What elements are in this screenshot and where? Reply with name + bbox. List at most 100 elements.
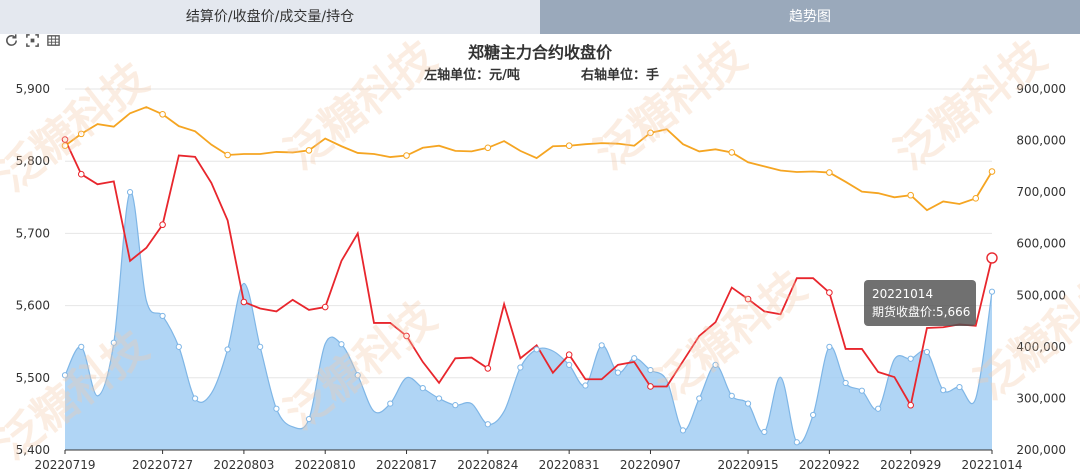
data-zoom-icon[interactable] <box>25 33 40 48</box>
position-point <box>403 152 410 159</box>
volume-point <box>858 387 865 394</box>
y-right-tick-label: 700,000 <box>1016 185 1066 199</box>
left-axis-unit: 左轴单位：元/吨 <box>424 67 520 83</box>
volume-point <box>484 421 491 428</box>
volume-point <box>387 400 394 407</box>
y-right-tick-label: 800,000 <box>1016 134 1066 148</box>
x-tick-label: 20220810 <box>295 458 356 472</box>
y-left-tick-label: 5,400 <box>16 443 50 457</box>
close-price-point <box>77 170 85 178</box>
position-point <box>907 191 914 199</box>
volume-point <box>305 415 313 423</box>
position-line <box>64 106 993 212</box>
volume-point <box>582 382 589 389</box>
x-tick-label: 20220824 <box>457 458 518 472</box>
volume-point <box>810 411 817 419</box>
position-point <box>972 195 980 202</box>
volume-point <box>159 312 166 320</box>
volume-point <box>435 395 443 402</box>
y-left-tick-label: 5,900 <box>16 82 50 96</box>
volume-point <box>338 341 345 348</box>
y-right-tick-label: 500,000 <box>1016 288 1066 302</box>
volume-point <box>826 343 833 350</box>
x-tick-label: 20221014 <box>961 458 1022 472</box>
close-price-point <box>321 303 329 311</box>
volume-point <box>614 369 622 376</box>
x-tick-label: 20220922 <box>799 458 860 472</box>
volume-point <box>744 400 752 407</box>
volume-point <box>988 288 996 295</box>
volume-point <box>110 339 117 346</box>
x-tick-label: 20220929 <box>880 458 941 472</box>
volume-point <box>679 427 687 434</box>
close-price-point <box>907 401 914 409</box>
line-series <box>64 106 993 408</box>
chart-toolbox <box>4 33 61 48</box>
y-left-tick-label: 5,800 <box>16 154 50 168</box>
volume-point <box>907 355 914 362</box>
data-view-icon[interactable] <box>46 33 61 48</box>
x-tick-label: 20220727 <box>132 458 193 472</box>
volume-point <box>175 343 182 350</box>
x-tick-label: 20220831 <box>539 458 600 472</box>
close-price-point <box>403 332 410 340</box>
close-price-point <box>565 351 573 358</box>
close-price-point <box>826 289 833 296</box>
position-point <box>224 151 231 159</box>
tab-settlement-close-volume-position[interactable]: 结算价/收盘价/成交量/持仓 <box>0 0 540 34</box>
y-left-tick-label: 5,600 <box>16 299 50 313</box>
close-price-point <box>61 136 69 143</box>
tab-bar: 结算价/收盘价/成交量/持仓 趋势图 <box>0 0 1080 34</box>
close-price-point <box>159 221 166 229</box>
volume-point <box>598 342 605 349</box>
y-right-tick-label: 600,000 <box>1016 237 1066 251</box>
position-point <box>565 142 573 150</box>
restore-icon[interactable] <box>4 33 19 48</box>
y-left-tick-label: 5,500 <box>16 371 50 385</box>
volume-point <box>631 355 638 362</box>
close-price-point <box>744 295 752 303</box>
volume-point <box>224 346 231 353</box>
y-right-tick-label: 400,000 <box>1016 340 1066 354</box>
y-right-tick-label: 300,000 <box>1016 391 1066 405</box>
close-price-point <box>484 365 492 372</box>
volume-point <box>566 361 573 369</box>
x-tick-label: 20220907 <box>620 458 681 472</box>
x-tick-label: 20220803 <box>213 458 274 472</box>
series-markers <box>61 110 998 446</box>
chart-axes: 5,400 5,500 5,600 5,700 5,800 5,900 200,000 300… <box>16 82 1066 472</box>
volume-point <box>78 343 85 350</box>
tab-trend-chart[interactable]: 趋势图 <box>540 0 1080 34</box>
volume-point <box>940 387 947 394</box>
close-price-highlight-point <box>986 252 998 264</box>
y-left-tick-label: 5,700 <box>16 226 50 240</box>
volume-point <box>354 372 361 379</box>
x-tick-label: 20220915 <box>718 458 779 472</box>
volume-area <box>65 191 992 450</box>
volume-point <box>875 405 882 412</box>
volume-point <box>842 379 849 387</box>
volume-point <box>923 348 931 356</box>
volume-point <box>192 395 199 402</box>
position-point <box>305 147 313 154</box>
volume-area-series <box>64 191 993 450</box>
volume-point <box>761 428 768 436</box>
volume-point <box>273 405 280 412</box>
position-point <box>728 149 736 156</box>
volume-point <box>533 346 540 353</box>
volume-point <box>793 439 800 446</box>
position-point <box>647 129 654 137</box>
right-axis-unit: 右轴单位：手 <box>580 67 659 83</box>
position-point <box>988 168 996 175</box>
x-tick-label: 20220719 <box>34 458 95 472</box>
tooltip-value: 期货收盘价:5,666 <box>872 305 971 319</box>
volume-point <box>696 395 703 402</box>
volume-point <box>712 361 719 369</box>
y-right-tick-label: 900,000 <box>1016 82 1066 96</box>
volume-point <box>647 366 654 374</box>
close-price-point <box>240 298 248 306</box>
position-point <box>484 144 492 152</box>
volume-point <box>956 383 963 391</box>
position-point <box>159 110 166 118</box>
volume-point <box>61 372 69 379</box>
